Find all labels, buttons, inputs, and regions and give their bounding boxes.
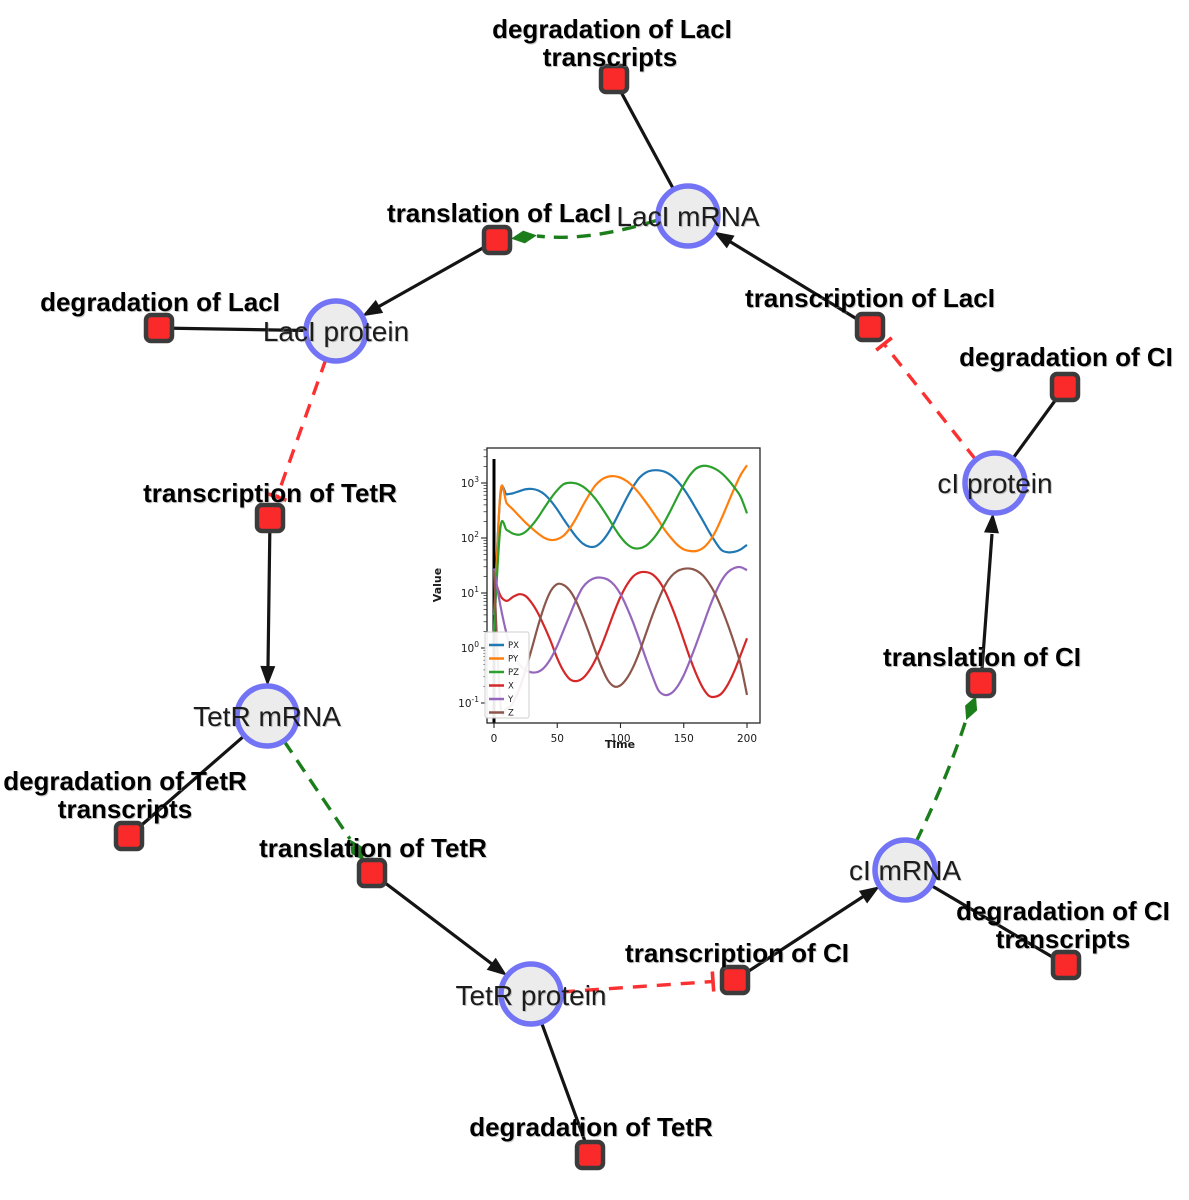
reaction-node-transcription-tetr[interactable] [254,502,286,534]
arrowhead-tetr-mrna [260,665,276,686]
label-translation-laci: translation of LacI [387,198,611,228]
legend-label-X: X [508,682,514,692]
reaction-labels: degradation of LacI transcripts translat… [3,14,1173,1142]
legend-box [484,631,530,719]
reaction-node-transcription-ci[interactable] [719,964,751,996]
reaction-node-degradation-laci[interactable] [143,312,175,344]
reaction-node-degradation-tetr[interactable] [574,1139,606,1171]
diamond-head-translation-tetr [349,839,364,861]
reaction-nodes [113,63,1082,1171]
label-degradation-tetr-transcripts-line1: degradation of TetR [3,766,247,796]
label-degradation-laci-transcripts-line2: transcripts [543,42,677,72]
species-nodes [234,183,1028,1027]
legend-label-Y: Y [507,695,514,705]
reaction-node-degradation-ci[interactable] [1049,371,1081,403]
edge-laci-protein-inhibits-transcription-tetr [275,358,328,498]
arrowhead-ci-mrna [858,886,880,904]
edge-translation-tetr-to-tetr-protein [371,871,493,966]
arrowhead-laci-mrna [713,231,735,249]
y-tick-label: 103 [461,475,479,490]
diamond-head-translation-ci [965,696,978,721]
x-tick-label: 0 [491,733,498,745]
species-node-tetr-protein[interactable] [498,961,564,1027]
reaction-node-translation-laci[interactable] [481,224,513,256]
reaction-node-translation-ci[interactable] [965,667,997,699]
y-tick-label: 100 [461,640,479,655]
y-axis-label: Value [431,568,444,602]
timeseries-plot: Time Value 0 50 100 150 200 10-1 100 101 102 103 P… [431,447,761,751]
inhibition-edges [267,336,978,994]
species-node-laci-mrna[interactable] [655,183,721,249]
reaction-node-translation-tetr[interactable] [356,857,388,889]
label-transcription-tetr: transcription of TetR [143,478,397,508]
curve-PZ [492,464,749,632]
edge-transcription-tetr-to-tetr-mrna [266,517,272,668]
species-node-ci-mrna[interactable] [872,837,938,903]
arrowhead-ci-protein [984,512,999,534]
curve-PY [492,464,748,632]
x-axis-label: Time [605,738,635,751]
legend-label-PZ: PZ [508,668,519,678]
label-degradation-ci: degradation of CI [959,342,1173,372]
edge-tetr-mrna-activates-translation [282,740,352,840]
species-labels: LacI mRNA LacI protein TetR mRNA TetR pr… [193,201,1052,1011]
curve-PX [492,469,748,615]
tbar-transcription-tetr [267,492,287,502]
label-degradation-ci-transcripts-line2: transcripts [996,924,1130,954]
label-degradation-tetr-transcripts-line2: transcripts [58,794,192,824]
edge-translation-laci-to-laci-protein [377,238,498,309]
y-tick-label: 101 [461,585,479,600]
legend-label-PX: PX [508,641,519,651]
arrowhead-laci-protein [362,299,384,317]
curve-Y [492,565,748,697]
edge-transcription-laci-to-laci-mrna [728,239,871,329]
edge-ci-protein-inhibits-transcription-laci [882,342,978,462]
label-ci-mrna: cI mRNA [849,855,961,886]
edge-tetr-protein-inhibits-transcription-ci [560,979,714,994]
label-tetr-mrna: TetR mRNA [193,701,341,732]
y-tick-label: 10-1 [458,695,479,710]
label-translation-tetr: translation of TetR [259,833,487,863]
tbar-transcription-laci [875,336,893,352]
x-tick-label: 150 [674,733,694,745]
x-tick-label: 200 [737,733,757,745]
label-transcription-ci: transcription of CI [625,938,849,968]
reaction-node-transcription-laci[interactable] [854,311,886,343]
tbar-transcription-ci [710,971,716,992]
activation-edges [282,218,978,861]
species-node-ci-protein[interactable] [962,450,1028,516]
arrowhead-tetr-protein [486,957,508,976]
label-transcription-laci: transcription of LacI [745,283,995,313]
label-degradation-laci: degradation of LacI [40,287,280,317]
reaction-node-degradation-ci-transcripts[interactable] [1050,949,1082,981]
curve-Z [492,567,749,716]
y-tick-label: 102 [461,530,479,545]
legend-label-PY: PY [508,655,519,665]
label-ci-protein: cI protein [937,468,1052,499]
label-laci-protein: LacI protein [263,316,409,347]
x-tick-label: 50 [551,733,564,745]
x-tick-label: 100 [610,733,630,745]
plot-frame [486,447,761,724]
legend-label-Z: Z [508,709,514,719]
label-laci-mrna: LacI mRNA [616,201,759,232]
reaction-node-degradation-laci-transcripts[interactable] [598,63,630,95]
diamond-head-translation-laci [511,230,537,244]
species-node-tetr-mrna[interactable] [234,683,300,749]
label-degradation-laci-transcripts-line1: degradation of LacI [492,14,732,44]
reaction-node-degradation-tetr-transcripts[interactable] [113,820,145,852]
species-node-laci-protein[interactable] [303,298,369,364]
label-tetr-protein: TetR protein [456,980,607,1011]
label-degradation-tetr: degradation of TetR [469,1112,713,1142]
edge-translation-ci-to-ci-protein [979,533,994,684]
edge-transcription-ci-to-ci-mrna [734,894,865,982]
label-degradation-ci-transcripts-line1: degradation of CI [956,896,1170,926]
edge-ci-mrna-activates-translation [914,719,968,843]
curve-X [492,570,749,699]
label-translation-ci: translation of CI [883,642,1081,672]
